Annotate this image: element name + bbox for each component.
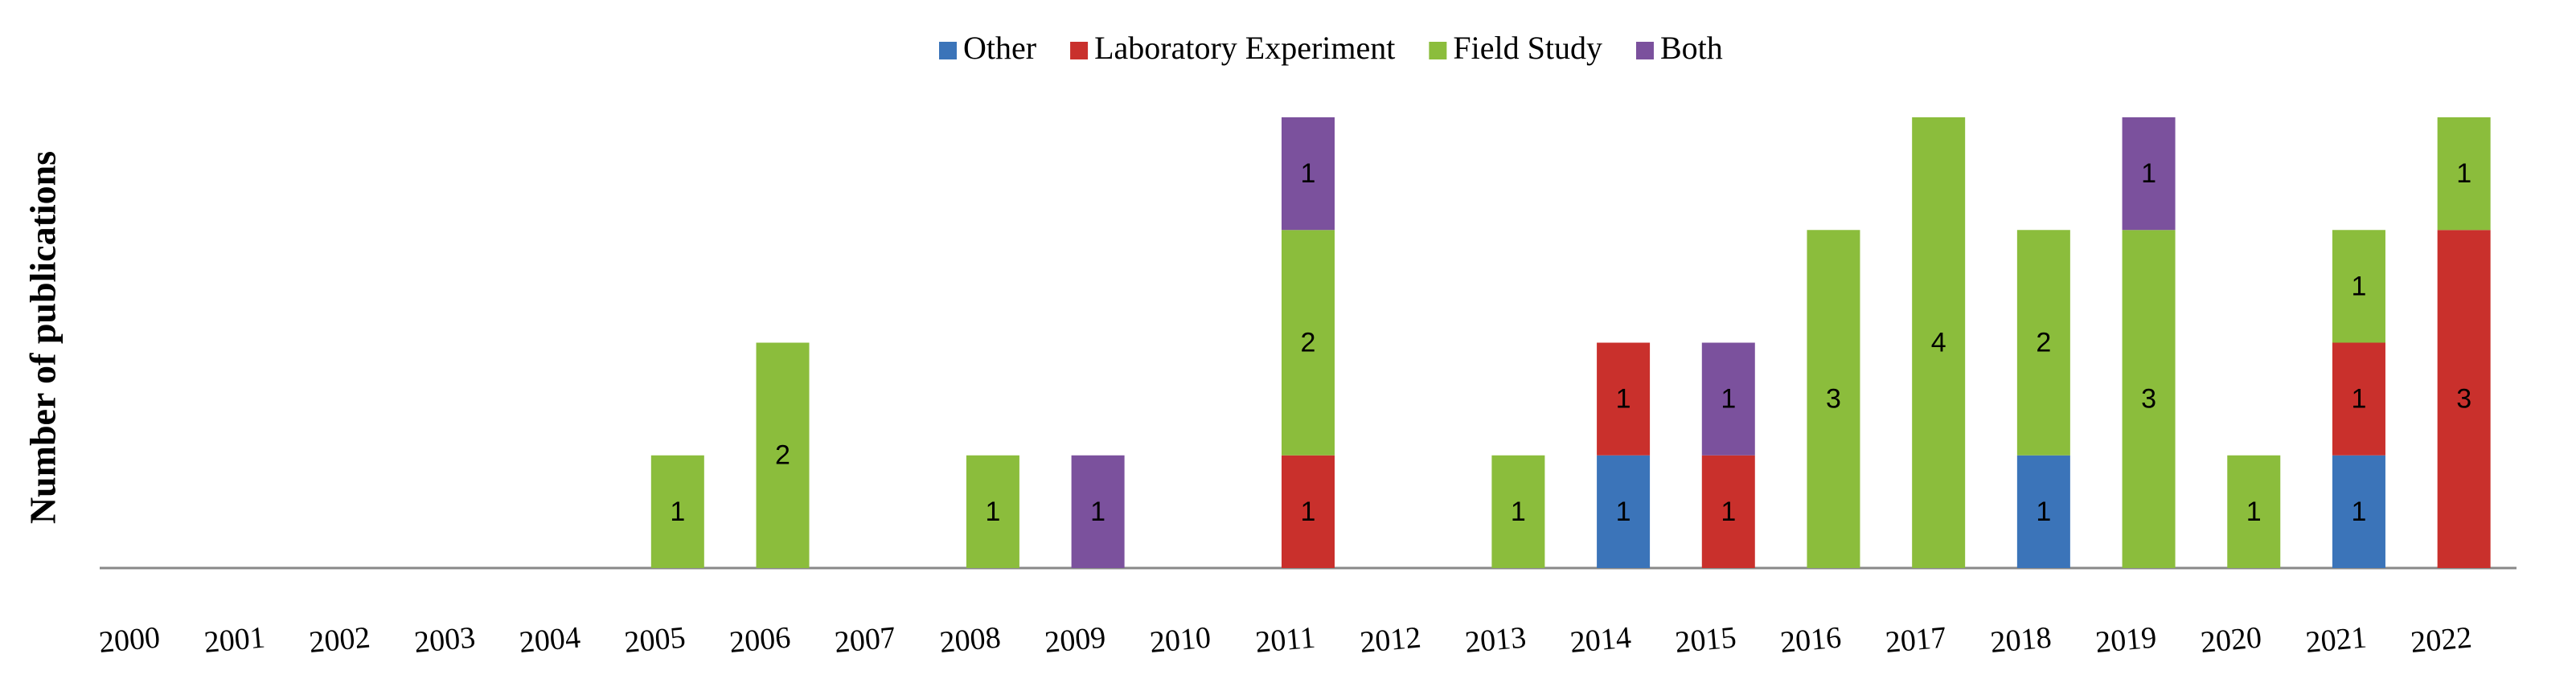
bar-segment — [1597, 342, 1651, 456]
bar-segment — [2332, 230, 2385, 343]
bar-segment — [1912, 117, 1966, 568]
bar-segment — [2437, 230, 2491, 568]
bar-segment — [2122, 230, 2176, 568]
bar-segment — [1282, 230, 1335, 456]
bar-segment — [1701, 455, 1755, 568]
bar-segment — [2227, 455, 2281, 568]
bar-segment — [2122, 117, 2176, 231]
bar-segment — [966, 455, 1019, 568]
x-tick-label: 2022 — [2410, 620, 2473, 659]
data-label: 1 — [1721, 497, 1736, 527]
x-tick-label: 2014 — [1569, 620, 1632, 659]
legend-label: Laboratory Experiment — [1094, 30, 1395, 66]
x-tick-label: 2003 — [412, 620, 476, 659]
y-axis-label: Number of publications — [23, 151, 64, 524]
legend-label: Both — [1660, 30, 1723, 66]
x-tick-label: 2002 — [308, 620, 371, 659]
legend-label: Field Study — [1453, 30, 1602, 66]
x-tick-label: 2016 — [1779, 620, 1843, 659]
data-label: 1 — [2351, 497, 2366, 527]
data-label: 1 — [2351, 384, 2366, 415]
data-label: 1 — [2036, 497, 2051, 527]
data-label: 3 — [1826, 384, 1841, 415]
x-tick-label: 2018 — [1989, 620, 2053, 659]
x-tick-label: 2021 — [2304, 620, 2368, 659]
bar-segment — [1807, 230, 1860, 568]
data-label: 1 — [2141, 158, 2156, 189]
x-tick-label: 2004 — [518, 620, 581, 659]
data-label: 1 — [985, 497, 1000, 527]
bar-segment — [2016, 230, 2070, 456]
data-label: 3 — [2141, 384, 2156, 415]
x-tick-label: 2020 — [2199, 620, 2262, 659]
data-label: 1 — [1301, 497, 1316, 527]
x-tick-label: 2012 — [1359, 620, 1422, 659]
data-label: 1 — [670, 497, 685, 527]
data-label: 1 — [1301, 158, 1316, 189]
x-tick-label: 2006 — [728, 620, 792, 659]
data-label: 1 — [1616, 384, 1631, 415]
bar-segment — [1282, 117, 1335, 231]
x-tick-label: 2010 — [1148, 620, 1212, 659]
x-tick-label: 2000 — [97, 620, 161, 659]
data-label: 2 — [775, 440, 790, 471]
data-label: 1 — [1616, 497, 1631, 527]
x-tick-label: 2011 — [1254, 621, 1317, 660]
data-label: 1 — [2456, 158, 2471, 189]
data-label: 1 — [1511, 497, 1526, 527]
data-label: 2 — [2036, 327, 2051, 358]
legend-swatch — [1429, 42, 1447, 59]
x-tick-label: 2009 — [1044, 620, 1107, 659]
legend: Other Laboratory Experiment Field Study Bot… — [939, 30, 1723, 66]
x-tick-label: 2017 — [1884, 620, 1947, 659]
x-tick-label: 2008 — [938, 620, 1002, 659]
bar-segment — [1491, 455, 1545, 568]
bar-segment — [1282, 455, 1335, 568]
data-label: 2 — [1301, 327, 1316, 358]
legend-label: Other — [963, 30, 1036, 66]
bar-segment — [2437, 117, 2491, 231]
x-tick-label: 2007 — [833, 620, 896, 659]
bar-segment — [650, 455, 704, 568]
data-label: 3 — [2456, 384, 2471, 415]
bar-segment — [1597, 455, 1651, 568]
x-tick-label: 2001 — [203, 620, 266, 659]
legend-swatch — [1635, 42, 1654, 59]
bar-segment — [1071, 455, 1125, 568]
data-label: 1 — [2351, 271, 2366, 301]
bar-segment — [2332, 455, 2385, 568]
data-label: 1 — [1090, 497, 1105, 527]
x-tick-label: 2015 — [1674, 620, 1737, 659]
x-tick-label: 2005 — [623, 620, 687, 659]
bar-segment — [2016, 455, 2070, 568]
x-tick-label: 2019 — [2094, 620, 2158, 659]
bar-segment — [1701, 342, 1755, 456]
x-tick-label: 2013 — [1463, 620, 1527, 659]
data-label: 4 — [1931, 327, 1946, 358]
bar-segment — [756, 342, 810, 568]
data-label: 1 — [1721, 384, 1736, 415]
data-label: 1 — [2246, 497, 2262, 527]
legend-swatch — [1070, 42, 1089, 59]
legend-swatch — [939, 42, 957, 59]
bar-segment — [2332, 342, 2385, 456]
